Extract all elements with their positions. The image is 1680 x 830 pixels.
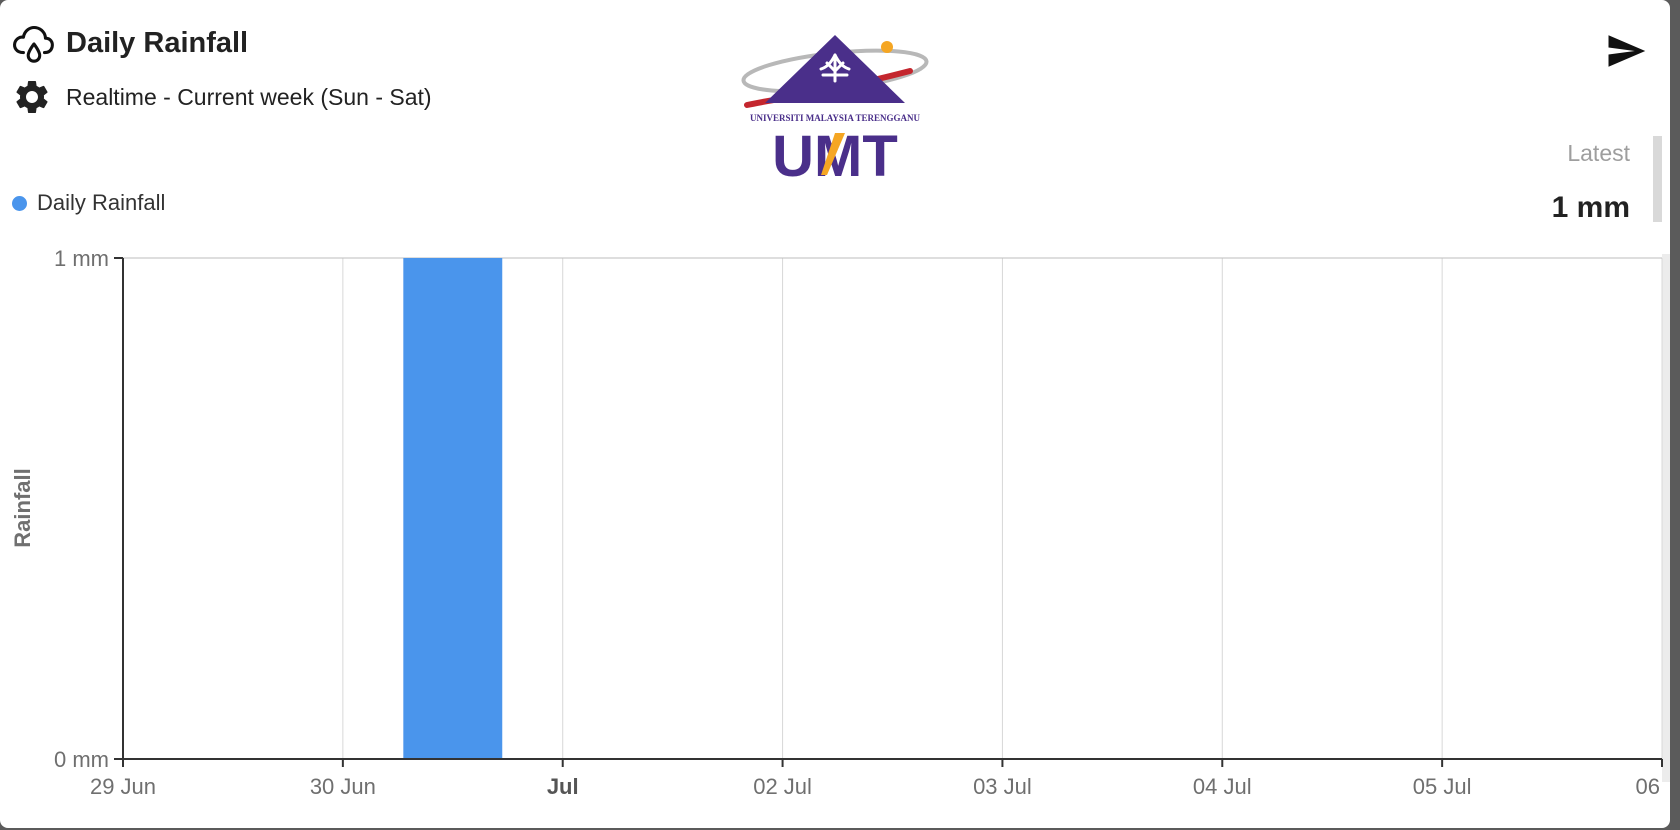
subtitle-row: Realtime - Current week (Sun - Sat) xyxy=(12,76,432,118)
title-row: Daily Rainfall xyxy=(10,20,248,66)
latest-box: Latest 1 mm xyxy=(1552,140,1630,225)
x-tick-label: 03 Jul xyxy=(973,774,1032,799)
send-icon[interactable] xyxy=(1605,30,1647,72)
y-axis-label: Rainfall xyxy=(10,468,35,547)
card-title: Daily Rainfall xyxy=(66,26,249,59)
grid-lines xyxy=(122,257,1663,759)
y-tick-label: 1 mm xyxy=(54,246,109,271)
logo-text-line: UNIVERSITI MALAYSIA TERENGGANU xyxy=(750,113,921,123)
umt-logo: UNIVERSITI MALAYSIA TERENGGANU UMT xyxy=(741,35,929,183)
latest-value: 1 mm xyxy=(1551,191,1630,224)
rainfall-chart: 29 Jun 30 Jun Jul 02 Jul 03 Jul 04 Jul 05 Jul 0… xyxy=(10,246,1663,799)
gear-icon[interactable] xyxy=(12,77,52,117)
x-tick-labels: 29 Jun 30 Jun Jul 02 Jul 03 Jul 04 Jul 05 Jul 0… xyxy=(90,774,1660,799)
bar xyxy=(403,258,503,759)
x-tick-label: 04 Jul xyxy=(1193,774,1252,799)
latest-label: Latest xyxy=(1567,140,1630,166)
x-tick-label: Jul xyxy=(547,774,579,799)
legend-label: Daily Rainfall xyxy=(37,190,166,215)
scrollbar-track[interactable] xyxy=(1662,254,1670,782)
x-tick-label: 29 Jun xyxy=(90,774,156,799)
cloud-rain-icon xyxy=(13,25,54,63)
bars xyxy=(403,258,503,759)
y-tick-labels: 0 mm 1 mm xyxy=(54,246,109,772)
scrollbar-thumb[interactable] xyxy=(1653,136,1662,222)
axes xyxy=(114,257,1663,767)
subtitle: Realtime - Current week (Sun - Sat) xyxy=(66,83,432,110)
x-tick-label: 06 xyxy=(1636,774,1660,799)
x-tick-label: 02 Jul xyxy=(753,774,812,799)
x-tick-label: 05 Jul xyxy=(1413,774,1472,799)
chart-legend[interactable]: Daily Rainfall xyxy=(12,190,165,216)
legend-swatch xyxy=(12,195,27,211)
y-tick-label: 0 mm xyxy=(54,747,109,772)
x-tick-label: 30 Jun xyxy=(310,774,376,799)
